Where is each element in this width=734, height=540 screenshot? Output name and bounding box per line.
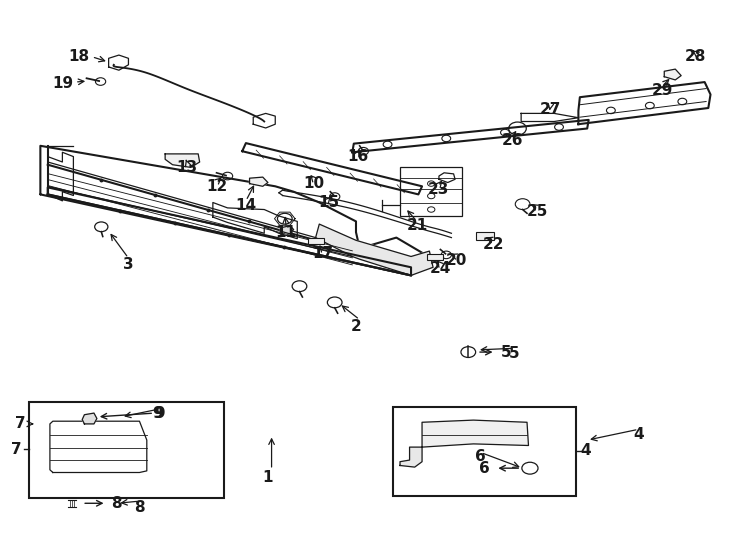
Text: 1: 1 [263,470,273,485]
Polygon shape [242,143,422,194]
Text: 8: 8 [111,496,121,511]
Text: 6: 6 [479,461,490,476]
Text: 27: 27 [539,102,562,117]
Text: 29: 29 [651,83,673,98]
Text: 25: 25 [526,204,548,219]
Text: 5: 5 [501,345,512,360]
Text: 20: 20 [446,253,468,268]
Text: 15: 15 [319,195,339,210]
Text: 7: 7 [11,442,21,457]
Text: 24: 24 [429,261,451,276]
Text: 11: 11 [276,225,297,240]
Polygon shape [280,226,294,234]
Bar [393,407,576,496]
Text: 16: 16 [348,149,368,164]
Polygon shape [422,420,528,447]
Text: 14: 14 [236,198,256,213]
Text: 8: 8 [134,500,145,515]
FancyBboxPatch shape [476,232,494,240]
Text: 19: 19 [52,76,73,91]
Text: 6: 6 [476,449,486,464]
Polygon shape [165,154,200,167]
Text: 22: 22 [482,237,504,252]
Text: 12: 12 [206,179,227,194]
Polygon shape [250,177,268,186]
Text: 23: 23 [428,181,450,197]
Text: 18: 18 [69,49,90,64]
Bar [29,402,224,498]
Text: 10: 10 [304,176,324,191]
Text: 9: 9 [155,406,165,421]
Polygon shape [578,82,711,124]
Text: 5: 5 [509,346,519,361]
Text: 4: 4 [581,443,591,458]
Bar [400,167,462,216]
Polygon shape [352,120,589,152]
FancyBboxPatch shape [308,238,324,244]
Polygon shape [400,447,422,467]
Text: 17: 17 [313,246,333,261]
Polygon shape [48,187,411,275]
Text: 3: 3 [123,257,134,272]
Text: 13: 13 [177,160,197,175]
Text: 21: 21 [407,218,427,233]
Polygon shape [316,224,433,275]
Text: 4: 4 [633,427,644,442]
Text: 7: 7 [15,416,26,431]
Polygon shape [664,69,681,80]
Polygon shape [50,421,147,472]
FancyBboxPatch shape [427,254,443,260]
Polygon shape [82,413,97,424]
Text: 9: 9 [153,406,163,421]
Text: 28: 28 [685,49,707,64]
Text: 2: 2 [351,319,361,334]
Text: 26: 26 [501,133,523,148]
